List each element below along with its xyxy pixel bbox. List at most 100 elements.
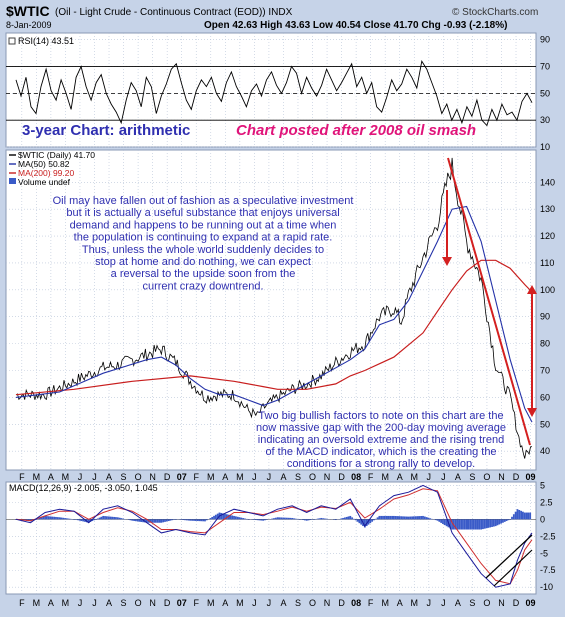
macd-histogram-bar xyxy=(440,519,442,523)
month-tick-label-bottom: A xyxy=(397,598,403,608)
price-tick-label: 130 xyxy=(540,204,555,214)
macd-histogram-bar xyxy=(518,510,520,519)
macd-histogram-bar xyxy=(486,519,488,528)
macd-histogram-bar xyxy=(515,512,517,520)
month-tick-label-bottom: D xyxy=(513,598,520,608)
macd-histogram-bar xyxy=(348,516,350,519)
macd-histogram-bar xyxy=(386,516,388,519)
macd-histogram-bar xyxy=(206,519,208,520)
macd-histogram-bar xyxy=(413,516,415,519)
macd-histogram-bar xyxy=(502,519,504,522)
macd-histogram-bar xyxy=(211,517,213,519)
macd-histogram-bar xyxy=(260,519,262,520)
macd-histogram-bar xyxy=(264,519,266,520)
macd-histogram-bar xyxy=(100,517,102,520)
macd-histogram-bar xyxy=(53,517,55,520)
macd-histogram-bar xyxy=(491,519,493,527)
macd-histogram-bar xyxy=(93,519,95,520)
month-tick-label: F xyxy=(19,472,25,482)
macd-histogram-bar xyxy=(237,517,239,520)
macd-histogram-bar xyxy=(291,518,293,519)
note2-line: of the MACD indicator, which is the crea… xyxy=(265,446,496,458)
macd-histogram-bar xyxy=(171,519,173,520)
month-tick-label: M xyxy=(236,472,244,482)
month-tick-label-bottom: S xyxy=(295,598,301,608)
macd-histogram-bar xyxy=(428,518,430,520)
macd-histogram-bar xyxy=(437,519,439,520)
macd-histogram-bar xyxy=(422,516,424,519)
macd-histogram-bar xyxy=(253,519,255,520)
macd-histogram-bar xyxy=(160,519,162,522)
macd-histogram-bar xyxy=(70,519,72,520)
macd-histogram-bar xyxy=(248,519,250,520)
macd-histogram-bar xyxy=(200,519,202,521)
macd-histogram-bar xyxy=(464,519,466,529)
month-tick-label-bottom: A xyxy=(222,598,228,608)
macd-histogram-bar xyxy=(255,519,257,520)
rsi-legend: RSI(14) 43.51 xyxy=(9,36,74,46)
macd-histogram-bar xyxy=(275,518,277,520)
macd-histogram-bar xyxy=(271,519,273,520)
note1-line: current crazy downtrend. xyxy=(142,280,263,292)
macd-histogram-bar xyxy=(55,517,57,519)
macd-histogram-bar xyxy=(50,516,52,519)
macd-histogram-bar xyxy=(489,519,491,527)
price-tick-label: 70 xyxy=(540,366,550,376)
macd-histogram-bar xyxy=(62,518,64,520)
note1-line: the population is continuing to expand a… xyxy=(74,232,333,244)
note1-line: stop at home and do nothing, we can expe… xyxy=(95,256,311,268)
macd-histogram-bar xyxy=(482,519,484,529)
month-tick-label: O xyxy=(135,472,142,482)
macd-histogram-bar xyxy=(358,519,360,523)
macd-histogram-bar xyxy=(495,519,497,526)
macd-histogram-bar xyxy=(344,517,346,519)
month-tick-label: S xyxy=(469,472,475,482)
macd-histogram-bar xyxy=(282,518,284,520)
macd-histogram-bar xyxy=(498,519,500,524)
macd-histogram-bar xyxy=(95,519,97,520)
macd-histogram-bar xyxy=(493,519,495,526)
macd-histogram-bar xyxy=(517,509,519,519)
macd-histogram-bar xyxy=(204,519,206,521)
macd-histogram-bar xyxy=(378,516,380,519)
price-legend-swatch xyxy=(9,178,16,184)
macd-histogram-bar xyxy=(273,518,275,519)
month-tick-label: F xyxy=(193,472,199,482)
note1-line: but it is actually a useful substance th… xyxy=(66,207,339,219)
macd-histogram-bar xyxy=(393,516,395,519)
month-tick-label-bottom: F xyxy=(19,598,25,608)
macd-histogram-bar xyxy=(524,513,526,520)
macd-histogram-bar xyxy=(284,518,286,520)
price-tick-label: 100 xyxy=(540,285,555,295)
month-tick-label: A xyxy=(106,472,112,482)
macd-histogram-bar xyxy=(438,519,440,521)
note1-line: a reversal to the upside soon from the xyxy=(111,268,296,280)
macd-histogram-bar xyxy=(164,519,166,522)
month-tick-label: J xyxy=(78,472,83,482)
macd-histogram-bar xyxy=(471,519,473,529)
macd-histogram-bar xyxy=(426,517,428,519)
macd-histogram-bar xyxy=(406,517,408,520)
macd-histogram-bar xyxy=(193,519,195,521)
macd-histogram-bar xyxy=(319,518,321,519)
macd-histogram-bar xyxy=(511,517,513,520)
macd-histogram-bar xyxy=(475,519,477,529)
macd-histogram-bar xyxy=(210,518,212,519)
price-tick-label: 50 xyxy=(540,419,550,429)
macd-histogram-bar xyxy=(302,519,304,520)
macd-histogram-bar xyxy=(128,519,130,520)
macd-histogram-bar xyxy=(277,517,279,519)
macd-histogram-bar xyxy=(306,519,308,520)
macd-histogram-bar xyxy=(480,519,482,529)
macd-histogram-bar xyxy=(357,519,359,521)
chart-date: 8-Jan-2009 xyxy=(6,20,52,30)
macd-histogram-bar xyxy=(244,518,246,519)
macd-histogram-bar xyxy=(46,516,48,519)
macd-histogram-bar xyxy=(457,519,459,529)
macd-histogram-bar xyxy=(513,514,515,519)
macd-histogram-bar xyxy=(317,519,319,520)
macd-histogram-bar xyxy=(326,519,328,520)
price-legend-entry: Volume undef xyxy=(18,177,71,187)
macd-histogram-bar xyxy=(197,519,199,521)
macd-histogram-bar xyxy=(377,517,379,519)
